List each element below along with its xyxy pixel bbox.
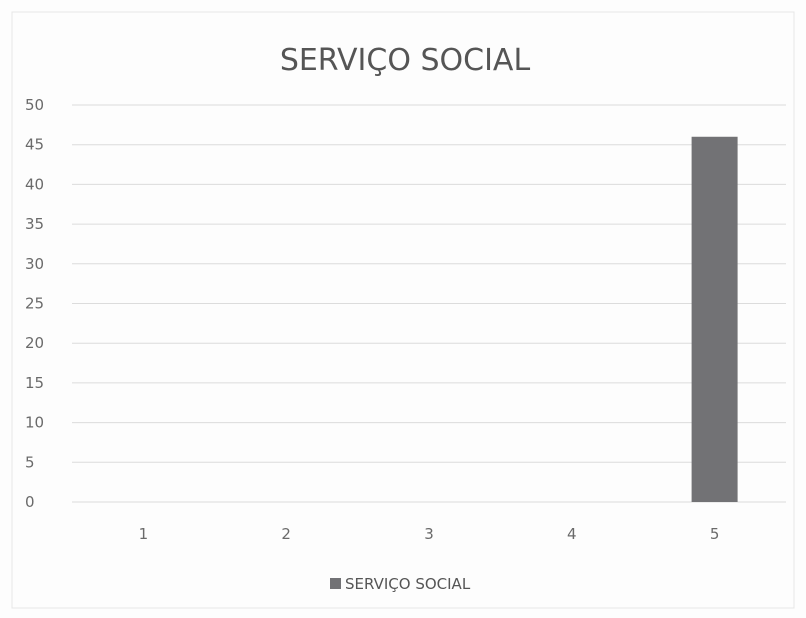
chart-border <box>11 11 795 609</box>
bar <box>691 136 738 502</box>
y-tick-label: 40 <box>25 175 44 193</box>
x-tick-label: 5 <box>710 525 720 543</box>
x-axis-ticks: 1 2 3 4 5 <box>139 525 720 543</box>
y-tick-label: 20 <box>25 334 44 352</box>
y-tick-label: 35 <box>25 215 44 233</box>
y-tick-label: 45 <box>25 136 44 154</box>
x-tick-label: 1 <box>139 525 149 543</box>
y-tick-label: 15 <box>25 374 44 392</box>
chart-title: SERVIÇO SOCIAL <box>280 43 531 78</box>
x-tick-label: 4 <box>567 525 577 543</box>
bars <box>691 136 738 502</box>
y-tick-label: 50 <box>25 96 44 114</box>
y-tick-label: 10 <box>25 414 44 432</box>
x-tick-label: 3 <box>424 525 434 543</box>
gridlines <box>72 104 786 503</box>
legend: SERVIÇO SOCIAL <box>330 575 471 593</box>
y-tick-label: 30 <box>25 255 44 273</box>
y-tick-label: 0 <box>25 493 35 511</box>
y-tick-label: 25 <box>25 295 44 313</box>
y-tick-label: 5 <box>25 453 35 471</box>
legend-label: SERVIÇO SOCIAL <box>345 575 471 593</box>
y-axis-ticks: 0 5 10 15 20 25 30 35 40 45 50 <box>25 96 44 511</box>
legend-swatch <box>330 578 341 589</box>
x-tick-label: 2 <box>281 525 291 543</box>
